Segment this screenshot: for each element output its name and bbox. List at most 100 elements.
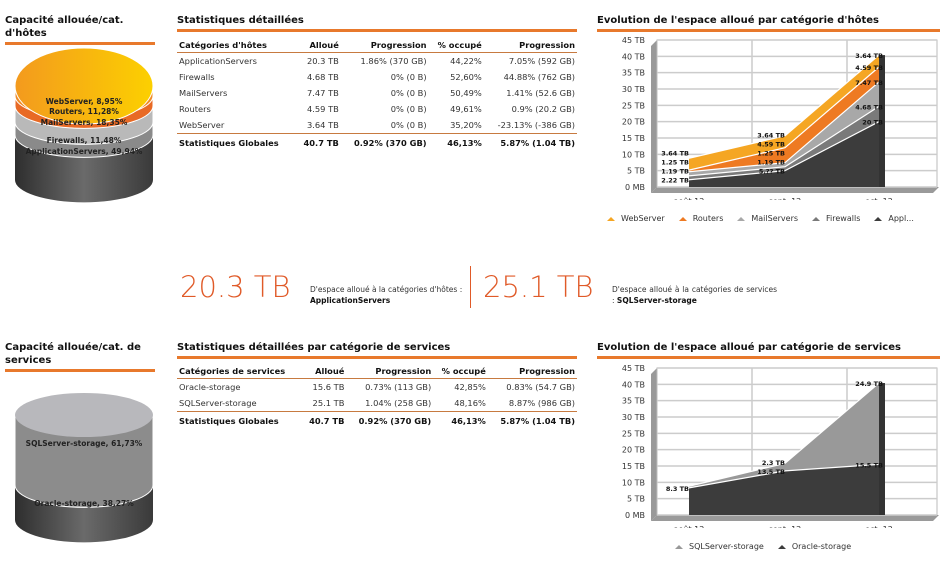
table-cell: 3.64 TB [306, 120, 339, 130]
hosts-area-chart: 0 MB 5 TB 10 TB 15 TB 20 TB 25 TB 30 TB 35 TB 40… [622, 36, 939, 200]
cyl-label: MailServers, 18,35% [41, 118, 128, 127]
data-label: 5.?? TB [759, 168, 785, 176]
legend-item[interactable]: MailServers [737, 214, 798, 223]
x-tick-label: oct. 12 [865, 197, 893, 200]
data-label: 3.64 TB [855, 52, 883, 60]
cyl-slice-sqlserver-storage [14, 414, 154, 508]
legend-label: WebServer [621, 214, 665, 223]
y-tick-label: 20 TB [622, 446, 645, 455]
legend-label: SQLServer-storage [689, 542, 764, 551]
col-header[interactable]: Catégories de services [177, 362, 302, 379]
kpi-services-value: 25.1 TB [483, 270, 594, 304]
table-cell: 46,13% [433, 411, 488, 429]
table-row: WebServer 3.64 TB 0% (0 B) 35,20% -23.13% (-… [177, 117, 577, 134]
cyl-label: Routers, 11,28% [49, 107, 119, 116]
col-header[interactable]: Alloué [301, 362, 347, 379]
table-cell: 40.7 TB [301, 411, 347, 429]
legend-marker-icon [777, 545, 786, 549]
col-header[interactable]: Progression [487, 362, 577, 379]
legend-item[interactable]: Routers [678, 214, 724, 223]
table-cell: 52,60% [450, 72, 482, 82]
services-area-chart: 0 MB 5 TB 10 TB 15 TB 20 TB 25 TB 30 TB 35 TB 40… [622, 364, 939, 528]
cyl-label: WebServer, 8,95% [46, 97, 123, 106]
services-stats-table: Catégories de services Alloué Progression%… [177, 362, 577, 429]
y-tick-label: 35 TB [622, 69, 645, 78]
table-row: Firewalls 4.68 TB 0% (0 B) 52,60% 44.88% (76… [177, 69, 577, 85]
x-tick-label: août 12 [674, 197, 705, 200]
table-row: ApplicationServers 20.3 TB 1.86% (370 GB) 4… [177, 53, 577, 70]
table-cell: 44.88% (762 GB) [503, 72, 575, 82]
y-tick-label: 40 TB [622, 380, 645, 389]
y-tick-label: 15 TB [622, 134, 645, 143]
table-cell: 1.04% (258 GB) [365, 398, 432, 408]
y-tick-label: 30 TB [622, 413, 645, 422]
series-line [688, 66, 880, 171]
kpi-services-desc: D'espace alloué à la catégories de servi… [612, 284, 777, 306]
kpi-divider [470, 266, 471, 308]
y-tick-label: 15 TB [622, 462, 645, 471]
table-cell: 5.87% (1.04 TB) [483, 133, 577, 151]
cyl-label: SQLServer-storage, 61,73% [26, 439, 143, 448]
y-tick-label: 25 TB [622, 429, 645, 438]
legend-item[interactable]: SQLServer-storage [675, 542, 764, 551]
legend-label: Appl... [888, 214, 914, 223]
col-header[interactable]: Progression [340, 36, 429, 53]
series-line [688, 382, 880, 487]
hosts-chart-legend: WebServer Routers MailServers Firewalls Appl… [607, 214, 914, 223]
table-cell: 50,49% [450, 88, 482, 98]
col-header[interactable]: % occupé [428, 36, 484, 53]
data-label: 1.25 TB [757, 150, 785, 158]
chart-floor [651, 187, 939, 193]
data-label: 13.5 TB [757, 468, 785, 476]
table-cell: 49,61% [450, 104, 482, 114]
table-cell: 4.68 TB [306, 72, 339, 82]
y-tick-label: 10 TB [622, 478, 645, 487]
hosts-cylinder-title: Capacité allouée/cat. d'hôtes [5, 14, 155, 45]
y-tick-label: 30 TB [622, 85, 645, 94]
col-header[interactable]: Progression [483, 36, 577, 53]
legend-label: Firewalls [826, 214, 861, 223]
col-header[interactable]: Alloué [295, 36, 341, 53]
y-tick-label: 45 TB [622, 36, 645, 45]
area-series-oracle-storage [689, 464, 879, 515]
kpi-services-name: SQLServer-storage [616, 296, 697, 305]
services-cylinder-title: Capacité allouée/cat. de services [5, 341, 155, 372]
legend-item[interactable]: Oracle-storage [777, 542, 851, 551]
table-cell: ApplicationServers [179, 56, 257, 66]
area-series-appl- [689, 121, 879, 187]
chart-floor [651, 515, 939, 521]
col-header[interactable]: % occupé [433, 362, 488, 379]
legend-item[interactable]: Firewalls [812, 214, 860, 223]
table-cell: 15.6 TB [312, 382, 345, 392]
table-cell: 0.92% (370 GB) [346, 411, 434, 429]
legend-item[interactable]: WebServer [607, 214, 665, 223]
data-label: 4.59 TB [855, 64, 883, 72]
series-line [688, 105, 880, 177]
kpi-hosts-value: 20.3 TB [180, 270, 291, 304]
services-cylinder-chart: SQLServer-storage, 61,73% Oracle-storage… [14, 393, 154, 543]
data-label: 1.19 TB [757, 159, 785, 167]
area-series-mailservers [689, 81, 879, 176]
table-cell: 0% (0 B) [390, 72, 427, 82]
legend-label: Routers [692, 214, 724, 223]
legend-marker-icon [874, 217, 883, 221]
table-cell: -23.13% (-386 GB) [497, 120, 575, 130]
data-label: 2.22 TB [661, 177, 689, 185]
table-row: Routers 4.59 TB 0% (0 B) 49,61% 0.9% (20.2 G… [177, 101, 577, 117]
col-header[interactable]: Progression [346, 362, 434, 379]
table-cell: 46,13% [428, 133, 484, 151]
table-cell: WebServer [179, 120, 225, 130]
col-header[interactable]: Catégories d'hôtes [177, 36, 296, 53]
x-tick-label: oct. 12 [865, 525, 893, 528]
services-chart-title: Evolution de l'espace alloué par catégor… [597, 341, 940, 359]
services-table-title: Statistiques détaillées par catégorie de… [177, 341, 577, 359]
kpi-hosts-text: D'espace alloué à la catégories d'hôtes … [310, 285, 463, 294]
table-row: SQLServer-storage 25.1 TB 1.04% (258 GB) 48… [177, 395, 577, 412]
legend-label: MailServers [751, 214, 799, 223]
legend-item[interactable]: Appl... [874, 214, 914, 223]
data-label: 7.47 TB [855, 79, 883, 87]
table-cell: 1.86% (370 GB) [360, 56, 427, 66]
y-tick-label: 0 MB [625, 183, 645, 192]
table-cell: MailServers [179, 88, 228, 98]
area-series-webserver [689, 55, 879, 171]
